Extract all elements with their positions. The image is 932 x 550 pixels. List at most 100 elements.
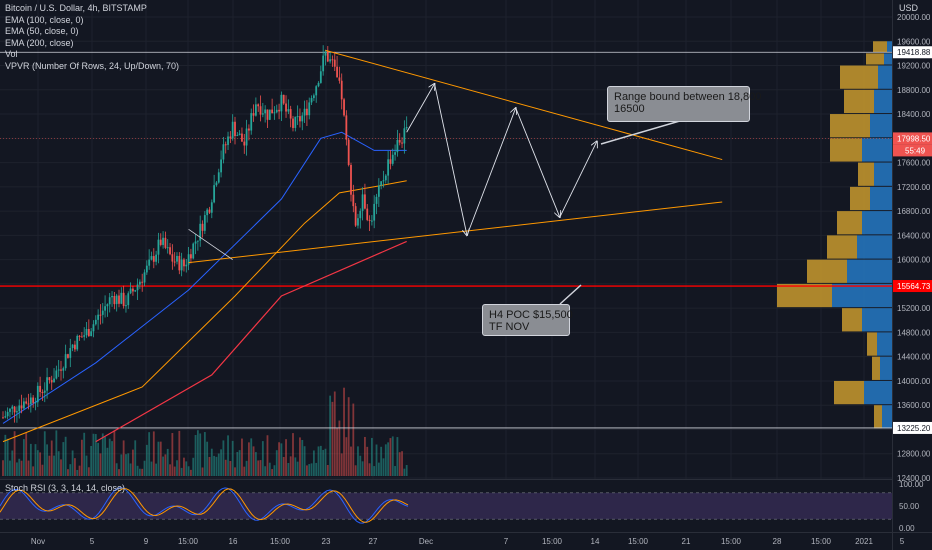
projection-arrow	[559, 141, 597, 218]
volume-bar	[164, 454, 167, 476]
volume-bar	[326, 465, 329, 476]
volume-profile	[777, 41, 892, 429]
volume-bar	[2, 460, 4, 476]
volume-bar	[271, 469, 274, 476]
time-axis[interactable]: Nov 5 9 15:00 16 15:00 23 27 Dec 7 15:00 14 15:00 21 1…	[0, 532, 932, 547]
stoch-rsi-lines	[0, 487, 409, 524]
volume-bar	[173, 466, 176, 476]
volume-bar	[62, 442, 65, 476]
volume-bar	[268, 462, 271, 476]
volume-bar	[264, 466, 267, 476]
candle-body	[394, 152, 396, 155]
volume-bar	[331, 401, 334, 476]
candle-body	[384, 175, 387, 181]
legend-ema200[interactable]: EMA (200, close)	[5, 37, 74, 48]
price-tick-label: 19200.00	[897, 62, 931, 71]
candle-body	[254, 104, 257, 116]
stoch-rsi-label[interactable]: Stoch RSI (3, 3, 14, 14, close)	[5, 483, 126, 493]
candle-body	[57, 369, 60, 371]
candle-body	[343, 99, 345, 116]
volume-bar	[238, 450, 241, 476]
indicator-legend: Bitcoin / U.S. Dollar, 4h, BITSTAMP EMA …	[5, 3, 179, 72]
candle-body	[324, 51, 327, 56]
candle-body	[187, 254, 190, 265]
poc-callout[interactable]: H4 POC $15,500 TF NOV	[482, 304, 573, 336]
candle-body	[97, 314, 100, 320]
volume-bar	[92, 433, 95, 476]
legend-vol[interactable]: Vol	[5, 49, 18, 59]
candle-body	[106, 304, 109, 307]
candle-body	[357, 218, 359, 226]
drawing-tools[interactable]	[188, 49, 723, 305]
volume-bar	[287, 462, 290, 476]
candle-body	[76, 335, 79, 350]
price-tick-label: 14800.00	[897, 328, 931, 337]
volume-bar	[11, 450, 14, 476]
volume-bar	[343, 387, 345, 476]
legend-ema50[interactable]: EMA (50, close, 0)	[5, 26, 79, 36]
volume-bar	[120, 454, 123, 476]
volume-bar	[136, 465, 139, 476]
vp-up-bar	[870, 114, 892, 138]
volume-bar	[391, 436, 394, 476]
candle-body	[250, 113, 253, 131]
volume-bar	[125, 454, 127, 476]
volume-bar	[20, 460, 23, 476]
time-tick-label: 9	[144, 537, 149, 546]
vp-up-bar	[862, 308, 892, 332]
candle-body	[361, 194, 364, 211]
volume-bar	[187, 466, 190, 476]
price-tick-label: 14000.00	[897, 377, 931, 386]
poc-callout-line1: H4 POC $15,500	[489, 309, 573, 321]
volume-bar	[55, 430, 58, 476]
volume-bar	[319, 445, 322, 476]
price-axis[interactable]: 20000.00 19600.00 19200.00 18800.00 18400.00…	[892, 0, 932, 550]
candle-body	[319, 71, 322, 83]
candle-body	[162, 237, 164, 245]
symbol-title[interactable]: Bitcoin / U.S. Dollar, 4h, BITSTAMP	[5, 3, 147, 13]
candle-body	[166, 247, 169, 249]
volume-bar	[9, 460, 11, 476]
volume-bar	[389, 438, 392, 476]
candle-body	[164, 237, 167, 248]
volume-bar	[370, 437, 373, 476]
ema50-line	[2, 131, 407, 424]
candle-body	[122, 292, 125, 307]
volume-bar	[101, 433, 104, 476]
volume-bar	[152, 431, 155, 476]
candle-body	[125, 305, 127, 307]
volume-bar	[69, 464, 72, 476]
volume-bar	[380, 446, 383, 476]
legend-vpvr[interactable]: VPVR (Number Of Rows, 24, Up/Down, 70)	[5, 60, 180, 71]
candle-body	[111, 295, 113, 298]
time-tick-label: 7	[504, 537, 509, 546]
volume-bar	[141, 468, 144, 476]
volume-bar	[46, 444, 48, 476]
time-tick-label: 15:00	[721, 537, 742, 546]
candle-body	[129, 288, 132, 294]
volume-bar	[122, 440, 125, 476]
candle-body	[60, 369, 62, 371]
projection-arrow	[434, 83, 467, 236]
candle-body	[134, 290, 137, 292]
vp-up-bar	[874, 89, 892, 114]
price-tick-label: 16000.00	[897, 256, 931, 265]
volume-bar	[345, 437, 348, 476]
candle-body	[9, 408, 11, 412]
volume-bar	[27, 460, 30, 476]
volume-bar	[43, 431, 46, 476]
candle-body	[104, 306, 106, 311]
time-tick-label: 5	[90, 537, 95, 546]
candle-body	[222, 144, 225, 160]
legend-ema100[interactable]: EMA (100, close, 0)	[5, 14, 84, 25]
candle-body	[294, 116, 297, 128]
range-callout[interactable]: Range bound between 18,800 16500	[607, 86, 762, 122]
price-tick-label: 20000.00	[897, 13, 931, 22]
vp-down-bar	[807, 259, 847, 283]
rsi-tick-label: 50.00	[899, 502, 920, 511]
volume-bar	[248, 442, 250, 476]
candle-body	[338, 77, 341, 81]
volume-bar	[118, 469, 120, 476]
range-callout-line1: Range bound between 18,800	[614, 91, 762, 103]
